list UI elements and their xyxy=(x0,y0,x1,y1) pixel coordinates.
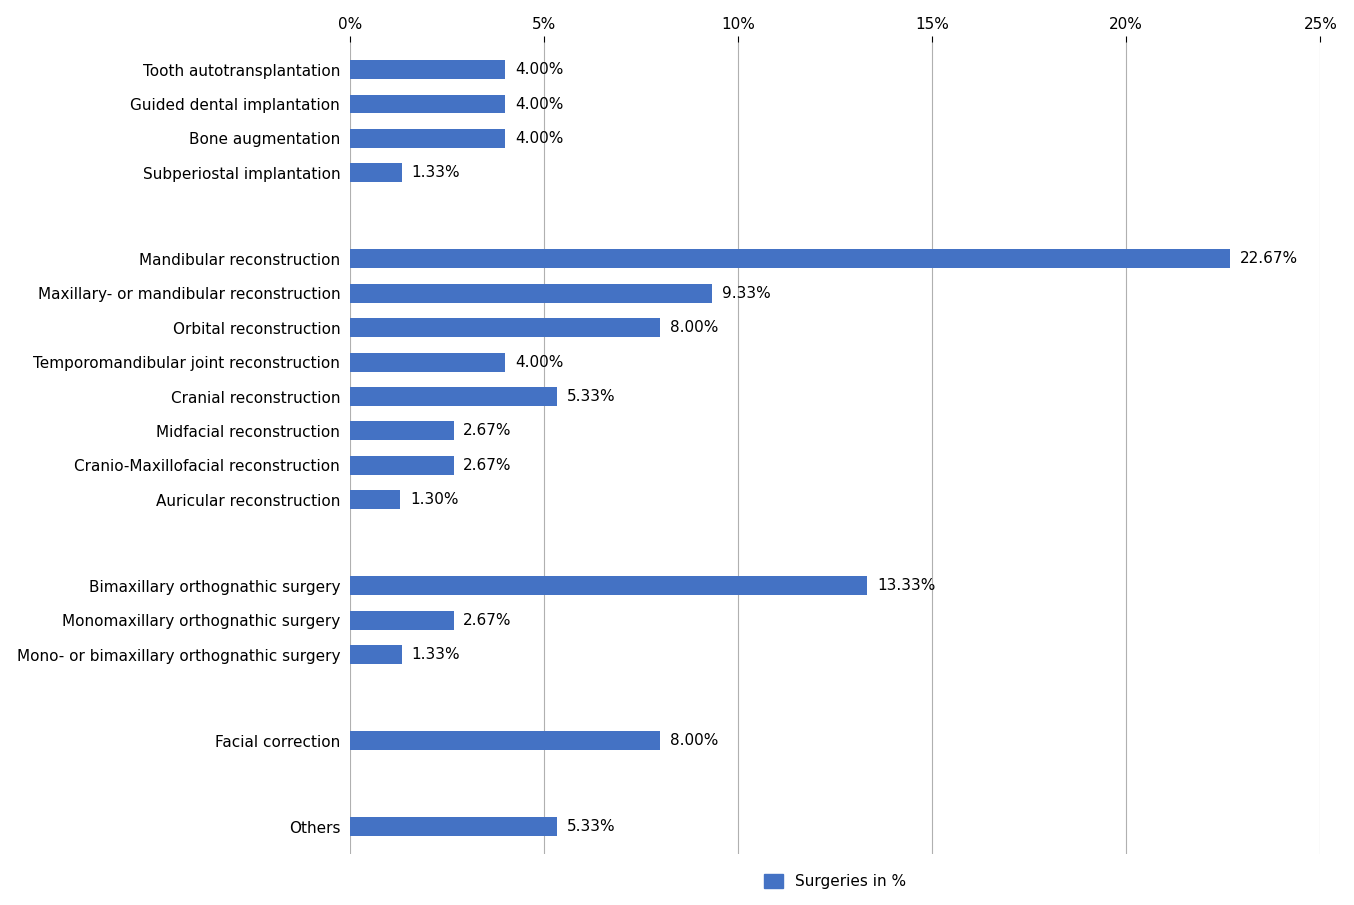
Text: 22.67%: 22.67% xyxy=(1240,252,1297,266)
Bar xyxy=(349,611,454,630)
Bar xyxy=(349,94,505,113)
Text: 5.33%: 5.33% xyxy=(566,389,615,404)
Bar xyxy=(349,817,556,836)
Text: 4.00%: 4.00% xyxy=(515,62,563,77)
Text: 8.00%: 8.00% xyxy=(670,320,719,335)
Bar xyxy=(349,731,661,750)
Text: 13.33%: 13.33% xyxy=(877,578,936,594)
Text: 1.33%: 1.33% xyxy=(412,166,460,180)
Text: 8.00%: 8.00% xyxy=(670,733,719,748)
Text: 4.00%: 4.00% xyxy=(515,355,563,369)
Bar xyxy=(349,491,401,510)
Bar xyxy=(349,250,1229,268)
Text: 9.33%: 9.33% xyxy=(722,286,770,300)
Text: 1.30%: 1.30% xyxy=(410,492,459,507)
Bar xyxy=(349,387,556,406)
Text: 1.33%: 1.33% xyxy=(412,647,460,662)
Text: 5.33%: 5.33% xyxy=(566,819,615,834)
Bar xyxy=(349,645,402,664)
Text: 4.00%: 4.00% xyxy=(515,131,563,146)
Text: 2.67%: 2.67% xyxy=(463,613,512,628)
Bar xyxy=(349,422,454,441)
Bar xyxy=(349,284,712,303)
Text: 2.67%: 2.67% xyxy=(463,424,512,438)
Text: 4.00%: 4.00% xyxy=(515,97,563,111)
Bar xyxy=(349,456,454,475)
Bar xyxy=(349,576,868,595)
Bar xyxy=(349,319,661,338)
Bar xyxy=(349,60,505,79)
Bar xyxy=(349,164,402,182)
Text: 2.67%: 2.67% xyxy=(463,458,512,472)
Bar xyxy=(349,129,505,148)
Bar xyxy=(349,353,505,372)
Legend: Surgeries in %: Surgeries in % xyxy=(758,868,913,895)
